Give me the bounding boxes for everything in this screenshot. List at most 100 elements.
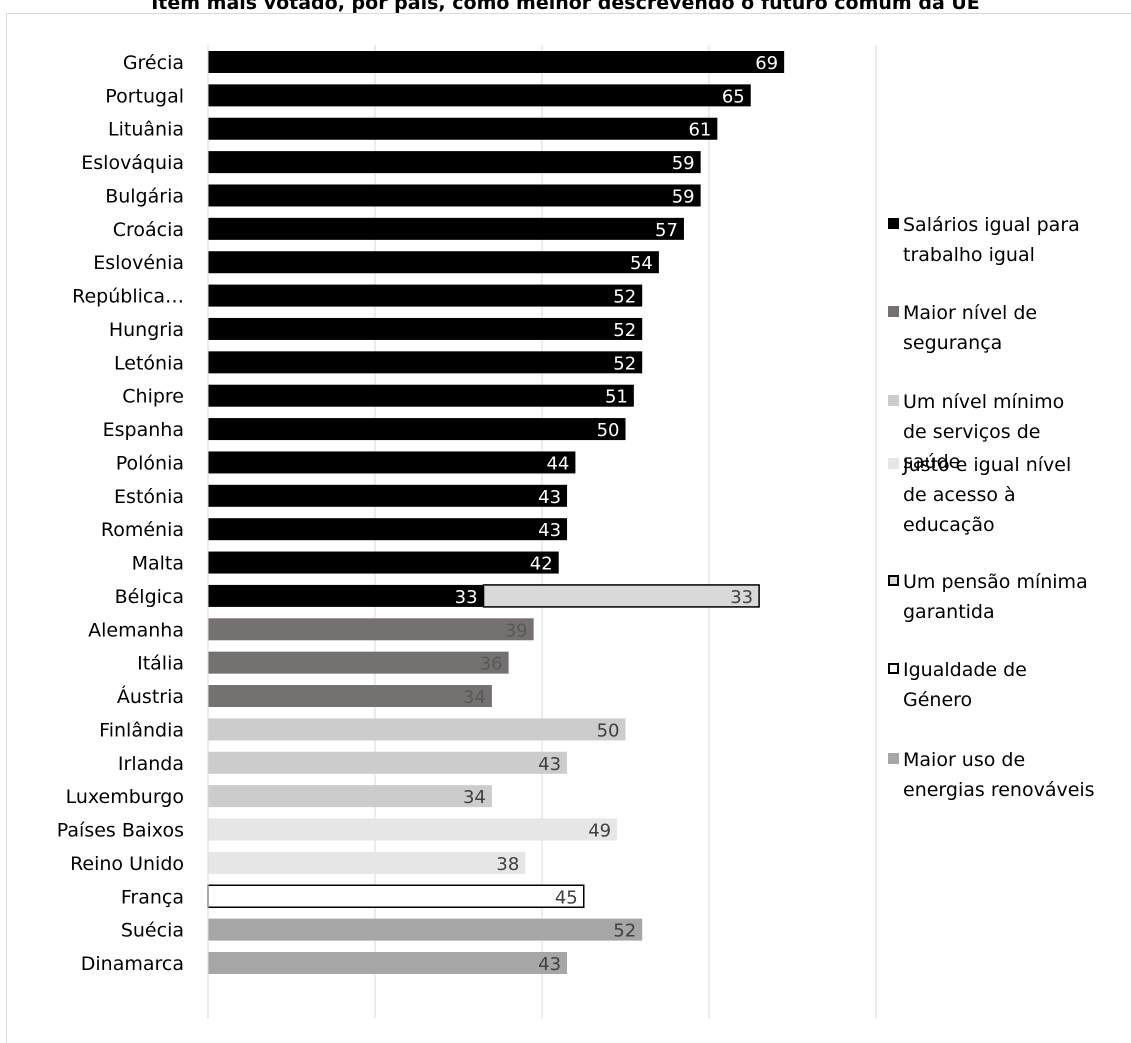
data-label: 52 (613, 287, 636, 308)
bar (207, 884, 585, 908)
category-label: Hungria (109, 319, 184, 341)
category-label: Letónia (114, 352, 184, 374)
data-label: 51 (605, 387, 628, 408)
data-label: 52 (613, 320, 636, 341)
category-label: Países Baixos (57, 820, 184, 842)
category-label: República… (72, 286, 184, 308)
data-label: 59 (672, 153, 695, 174)
bar (208, 484, 568, 507)
category-label: Eslováquia (81, 152, 184, 174)
data-label: 54 (630, 253, 653, 274)
bar (482, 584, 760, 608)
bar (208, 785, 492, 808)
legend-swatch (888, 663, 899, 674)
data-label: 43 (538, 754, 561, 775)
legend-label: Um nível mínimo de serviços de saúde (903, 391, 1065, 473)
bar (208, 551, 559, 574)
bar (208, 651, 509, 674)
bar (208, 818, 618, 841)
category-label: Croácia (113, 219, 184, 241)
category-label: Reino Unido (70, 853, 184, 875)
category-label: Finlândia (99, 719, 184, 741)
category-label: Estónia (114, 486, 184, 508)
data-label: 34 (463, 787, 486, 808)
legend-swatch (888, 753, 899, 764)
legend-label: Maior uso de energias renováveis (903, 749, 1095, 801)
category-label: Portugal (105, 85, 184, 107)
legend-label: Justo e igual nível de acesso à educação (903, 454, 1072, 536)
data-label: 69 (755, 53, 778, 74)
category-label: Chipre (122, 386, 184, 408)
legend-swatch (888, 218, 899, 229)
category-label: Irlanda (118, 753, 184, 775)
bar (208, 418, 626, 441)
category-label: Dinamarca (81, 953, 184, 975)
category-label: Espanha (103, 419, 184, 441)
data-label: 52 (613, 921, 636, 942)
bar (208, 251, 659, 274)
data-label: 49 (588, 821, 611, 842)
bar (208, 217, 684, 240)
legend-item: Igualdade de Género (888, 655, 1131, 715)
bar (208, 84, 751, 107)
bar (208, 718, 626, 741)
category-label: Bélgica (115, 586, 184, 608)
category-label: Roménia (101, 519, 184, 541)
data-label: 45 (555, 887, 578, 908)
data-label: 36 (480, 654, 503, 675)
data-label: 43 (538, 520, 561, 541)
legend-swatch (888, 458, 899, 469)
bar (208, 51, 785, 73)
data-label: 42 (530, 554, 553, 575)
bar (208, 518, 568, 541)
bar (208, 384, 634, 407)
data-label: 44 (546, 453, 569, 474)
data-label: 50 (597, 720, 620, 741)
legend-label: Um pensão mínima garantida (903, 571, 1088, 623)
data-label: 38 (496, 854, 519, 875)
data-label: 52 (613, 353, 636, 374)
legend-item: Maior nível de segurança (888, 298, 1131, 358)
bar (208, 584, 484, 607)
category-label: Alemanha (88, 619, 184, 641)
legend-label: Igualdade de Género (903, 659, 1027, 711)
category-label: Suécia (121, 920, 184, 942)
category-label: Lituânia (108, 119, 184, 141)
legend-swatch (888, 306, 899, 317)
category-label: Grécia (123, 52, 184, 74)
bar (208, 351, 643, 374)
data-label: 33 (455, 587, 478, 608)
data-label: 33 (730, 587, 753, 608)
legend-swatch (888, 575, 899, 586)
bar (208, 951, 568, 974)
category-label: França (121, 886, 184, 908)
legend-item: Um nível mínimo de serviços de saúde (888, 387, 1131, 477)
category-label: Itália (137, 653, 184, 675)
plot-area (6, 13, 1131, 1043)
category-label: Malta (132, 553, 184, 575)
legend-item: Um pensão mínima garantida (888, 567, 1131, 627)
legend-item: Justo e igual nível de acesso à educação (888, 450, 1131, 540)
data-label: 50 (597, 420, 620, 441)
bar (208, 151, 701, 174)
chart-title: Item mais votado, por país, como melhor … (151, 0, 980, 14)
legend-label: Salários igual para trabalho igual (903, 214, 1080, 266)
category-label: Polónia (116, 452, 184, 474)
bar (208, 451, 576, 474)
bar (208, 685, 492, 708)
bar (208, 851, 526, 874)
bar (208, 618, 534, 641)
legend-label: Maior nível de segurança (903, 302, 1038, 354)
bar (208, 317, 643, 340)
data-label: 39 (505, 620, 528, 641)
legend-item: Maior uso de energias renováveis (888, 745, 1131, 805)
data-label: 43 (538, 954, 561, 975)
data-label: 34 (463, 687, 486, 708)
legend-item: Salários igual para trabalho igual (888, 210, 1131, 270)
category-label: Eslovénia (93, 252, 184, 274)
category-label: Luxemburgo (66, 786, 184, 808)
data-label: 43 (538, 487, 561, 508)
bar (208, 918, 643, 941)
bar (208, 284, 643, 307)
